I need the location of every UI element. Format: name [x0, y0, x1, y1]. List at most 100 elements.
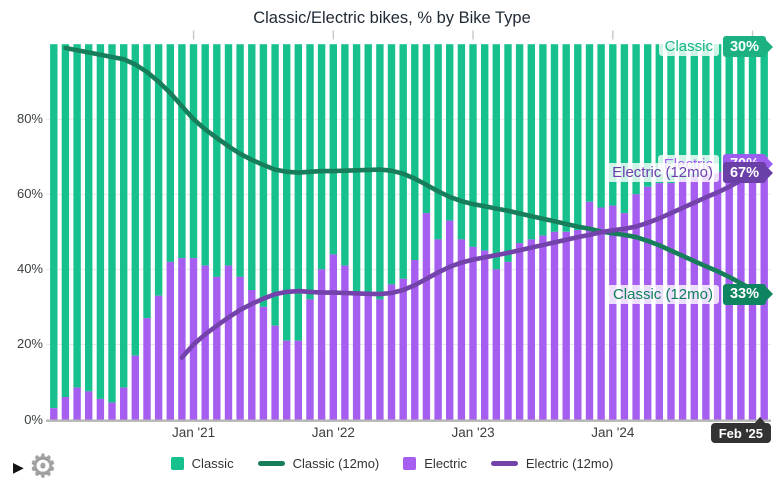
- bar-classic[interactable]: [469, 44, 477, 247]
- bar-electric[interactable]: [515, 243, 524, 420]
- bar-classic[interactable]: [667, 44, 675, 184]
- bar-electric[interactable]: [585, 201, 594, 420]
- bar-electric[interactable]: [352, 293, 361, 420]
- bar-classic[interactable]: [597, 44, 605, 208]
- bar-electric[interactable]: [283, 340, 291, 420]
- bar-electric[interactable]: [166, 261, 174, 420]
- bar-classic[interactable]: [317, 44, 326, 270]
- bar-classic[interactable]: [760, 44, 768, 157]
- bar-classic[interactable]: [620, 44, 629, 214]
- bar-electric[interactable]: [341, 265, 349, 420]
- play-icon[interactable]: ▶: [13, 459, 24, 475]
- legend-item-electric[interactable]: Electric: [403, 456, 467, 471]
- bar-classic[interactable]: [434, 44, 442, 240]
- bar-classic[interactable]: [632, 44, 640, 195]
- bar-classic[interactable]: [73, 44, 81, 388]
- bar-classic[interactable]: [422, 44, 431, 214]
- bar-electric[interactable]: [61, 397, 70, 420]
- bar-classic[interactable]: [481, 44, 489, 251]
- bar-electric[interactable]: [73, 387, 81, 420]
- bar-electric[interactable]: [632, 194, 640, 420]
- bar-classic[interactable]: [224, 44, 233, 266]
- bar-electric[interactable]: [96, 398, 105, 420]
- bar-classic[interactable]: [387, 44, 396, 285]
- bar-classic[interactable]: [562, 44, 570, 232]
- bar-electric[interactable]: [539, 235, 547, 420]
- bar-electric[interactable]: [550, 231, 559, 420]
- bar-classic[interactable]: [201, 44, 209, 266]
- bar-classic[interactable]: [644, 44, 652, 187]
- bar-electric[interactable]: [50, 408, 58, 420]
- bar-electric[interactable]: [154, 295, 163, 420]
- bar-electric[interactable]: [85, 391, 93, 420]
- bar-classic[interactable]: [609, 44, 617, 206]
- bar-electric[interactable]: [364, 293, 372, 420]
- bar-electric[interactable]: [108, 402, 116, 420]
- bar-classic[interactable]: [748, 44, 757, 165]
- bar-electric[interactable]: [306, 299, 314, 420]
- bar-electric[interactable]: [597, 207, 605, 420]
- bar-classic[interactable]: [213, 44, 221, 277]
- bar-classic[interactable]: [271, 44, 279, 326]
- bar-electric[interactable]: [224, 265, 233, 420]
- bar-electric[interactable]: [446, 220, 454, 420]
- bar-classic[interactable]: [131, 44, 139, 356]
- bar-electric[interactable]: [213, 276, 221, 420]
- bar-classic[interactable]: [399, 44, 407, 279]
- bar-electric[interactable]: [131, 355, 139, 420]
- bar-classic[interactable]: [178, 44, 186, 259]
- bar-classic[interactable]: [725, 44, 733, 169]
- bar-classic[interactable]: [655, 44, 663, 184]
- bar-electric[interactable]: [143, 318, 151, 420]
- bar-classic[interactable]: [236, 44, 244, 277]
- bar-classic[interactable]: [294, 44, 302, 341]
- bar-classic[interactable]: [329, 44, 337, 255]
- bar-classic[interactable]: [50, 44, 58, 409]
- bar-classic[interactable]: [166, 44, 174, 262]
- bar-electric[interactable]: [248, 290, 256, 420]
- bar-electric[interactable]: [120, 387, 128, 420]
- bar-electric[interactable]: [422, 213, 431, 420]
- bar-classic[interactable]: [515, 44, 524, 244]
- bar-classic[interactable]: [411, 44, 419, 261]
- bar-electric[interactable]: [189, 258, 198, 420]
- bar-electric[interactable]: [317, 269, 326, 420]
- bar-classic[interactable]: [702, 44, 710, 172]
- bar-classic[interactable]: [550, 44, 559, 232]
- bar-classic[interactable]: [96, 44, 105, 399]
- bar-classic[interactable]: [690, 44, 698, 176]
- bar-electric[interactable]: [620, 213, 629, 420]
- bar-electric[interactable]: [562, 231, 570, 420]
- bar-electric[interactable]: [527, 239, 535, 420]
- bar-electric[interactable]: [259, 306, 268, 420]
- bar-electric[interactable]: [457, 239, 466, 420]
- bar-electric[interactable]: [294, 340, 302, 420]
- bar-classic[interactable]: [492, 44, 500, 270]
- bar-classic[interactable]: [108, 44, 116, 403]
- bar-electric[interactable]: [236, 276, 244, 420]
- bar-classic[interactable]: [143, 44, 151, 319]
- bar-classic[interactable]: [154, 44, 163, 296]
- bar-electric[interactable]: [201, 265, 209, 420]
- bar-electric[interactable]: [329, 254, 337, 420]
- bar-classic[interactable]: [341, 44, 349, 266]
- bar-classic[interactable]: [527, 44, 535, 240]
- bar-electric[interactable]: [574, 230, 582, 420]
- bar-classic[interactable]: [678, 44, 687, 180]
- bar-classic[interactable]: [248, 44, 256, 291]
- bar-classic[interactable]: [259, 44, 268, 307]
- bar-electric[interactable]: [469, 246, 477, 420]
- legend-item-classic[interactable]: Classic: [170, 456, 234, 471]
- bar-electric[interactable]: [271, 325, 279, 420]
- bar-classic[interactable]: [574, 44, 582, 231]
- bar-classic[interactable]: [283, 44, 291, 341]
- bar-classic[interactable]: [446, 44, 454, 221]
- bar-electric[interactable]: [481, 250, 489, 420]
- bar-electric[interactable]: [411, 260, 419, 420]
- bar-classic[interactable]: [585, 44, 594, 202]
- bar-classic[interactable]: [120, 44, 128, 388]
- bar-classic[interactable]: [61, 44, 70, 397]
- gear-icon[interactable]: ⚙: [29, 448, 57, 483]
- bar-electric[interactable]: [504, 261, 512, 420]
- bar-electric[interactable]: [178, 258, 186, 420]
